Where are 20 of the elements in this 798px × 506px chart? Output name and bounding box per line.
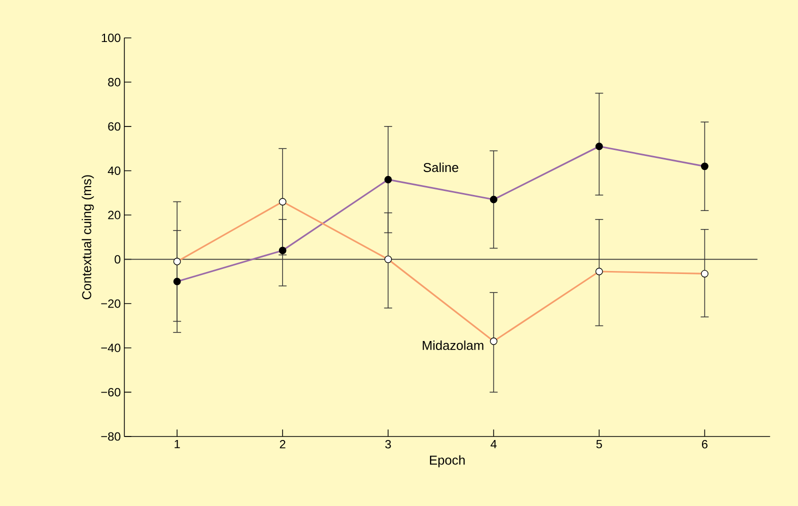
y-tick-label: 0 bbox=[114, 254, 120, 264]
x-tick-label: 1 bbox=[174, 440, 180, 448]
x-axis-title: Epoch bbox=[430, 455, 465, 468]
y-tick-label: 80 bbox=[108, 78, 120, 86]
x-tick-label: 4 bbox=[490, 440, 497, 448]
y-tick-label: −60 bbox=[101, 388, 120, 396]
x-tick-label: 6 bbox=[702, 440, 708, 448]
series-label: Saline bbox=[424, 162, 458, 172]
y-tick-label: 60 bbox=[108, 122, 120, 131]
y-tick-label: −20 bbox=[101, 299, 120, 308]
x-tick-label: 5 bbox=[596, 440, 602, 448]
series-label: Midazolam bbox=[422, 340, 484, 350]
y-axis-title: Contextual cuing (ms) bbox=[82, 175, 94, 300]
y-tick-label: 100 bbox=[102, 34, 120, 42]
y-tick-label: 40 bbox=[108, 166, 120, 175]
y-tick-label: 20 bbox=[108, 210, 120, 220]
y-tick-label: −80 bbox=[101, 432, 120, 441]
y-tick-label: −40 bbox=[101, 344, 120, 352]
x-tick-label: 2 bbox=[280, 440, 286, 448]
x-tick-label: 3 bbox=[385, 440, 391, 448]
